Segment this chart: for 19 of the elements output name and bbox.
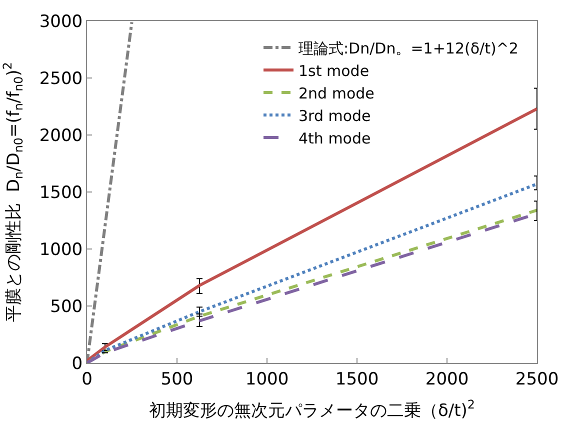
y-tick-label: 500 bbox=[50, 296, 83, 317]
y-tick-label: 1500 bbox=[39, 182, 83, 203]
x-tick-label: 1500 bbox=[335, 369, 379, 390]
legend-label: 2nd mode bbox=[298, 84, 374, 102]
x-tick-label: 500 bbox=[160, 369, 194, 390]
y-tick-label: 1000 bbox=[39, 240, 83, 260]
y-tick-label: 3000 bbox=[39, 12, 83, 32]
x-axis-title: 初期変形の無次元パラメータの二乗（δ/t)$^{2}$ bbox=[148, 398, 476, 421]
y-tick-label: 2000 bbox=[39, 126, 83, 146]
legend-label: 3rd mode bbox=[298, 106, 371, 125]
x-tick-label: 1000 bbox=[245, 369, 289, 390]
line-series bbox=[87, 107, 537, 362]
legend-label: 理論式:Dn/Dn。=1+12(δ/t)^2 bbox=[298, 39, 518, 58]
x-tick-label: 2500 bbox=[515, 369, 559, 390]
legend-label: 1st mode bbox=[298, 62, 370, 80]
legend-label: 4th mode bbox=[298, 129, 371, 148]
y-tick-label: 0 bbox=[72, 354, 83, 374]
x-tick-label: 2000 bbox=[425, 369, 469, 390]
y-tick-label: 2500 bbox=[39, 68, 83, 89]
